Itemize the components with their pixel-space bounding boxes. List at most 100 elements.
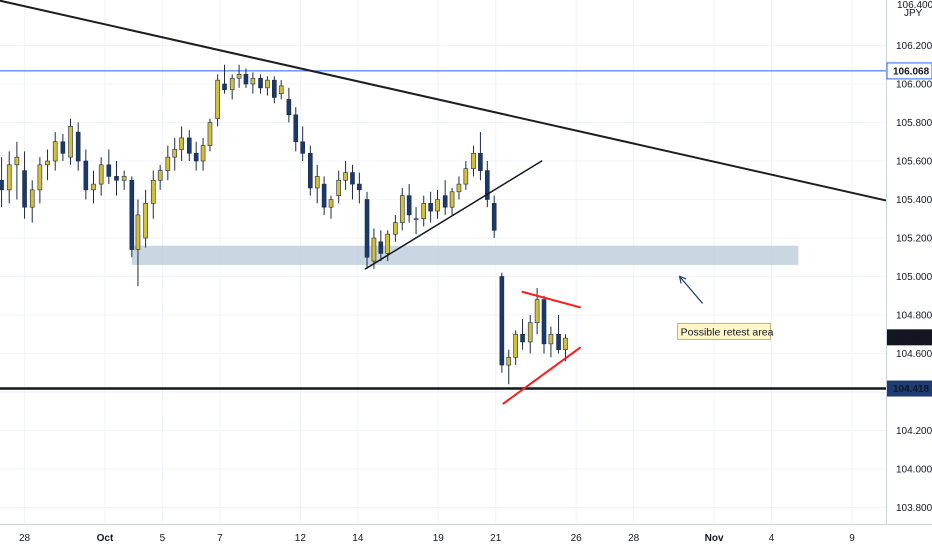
price-badges: 106.068 104.684 104.418 bbox=[886, 62, 932, 397]
time-axis-ticks: 28 Oct 5 7 12 14 19 21 26 28 Nov 4 9 bbox=[19, 533, 855, 544]
candle-down bbox=[286, 87, 292, 123]
horizontal-levels bbox=[0, 70, 886, 390]
candle-down bbox=[520, 318, 525, 350]
candle-body bbox=[52, 141, 58, 162]
trend-lines[interactable] bbox=[0, 0, 892, 405]
candle-down bbox=[541, 295, 547, 354]
price-tick-label: 104.600 bbox=[896, 349, 932, 360]
annotation[interactable]: Possible retest area bbox=[677, 275, 774, 340]
candle-up bbox=[435, 189, 440, 219]
candle-body bbox=[485, 170, 490, 200]
candle-up bbox=[328, 195, 334, 219]
candle-body bbox=[91, 183, 96, 191]
candle-down bbox=[308, 145, 313, 196]
candle-body bbox=[236, 74, 242, 79]
candle-up bbox=[45, 149, 50, 181]
candle-body bbox=[328, 199, 334, 208]
candle-up bbox=[68, 118, 73, 165]
time-axis[interactable]: 28 Oct 5 7 12 14 19 21 26 28 Nov 4 9 bbox=[0, 524, 932, 550]
candle-body bbox=[293, 114, 299, 143]
candle-body bbox=[207, 122, 213, 146]
time-tick-label: Oct bbox=[97, 533, 114, 544]
candle-body bbox=[314, 176, 320, 189]
candle-body bbox=[250, 77, 256, 85]
candle-body bbox=[371, 237, 377, 262]
price-badge bbox=[887, 380, 932, 397]
price-axis-ticks: 103.800104.000104.200104.400104.600104.8… bbox=[896, 41, 932, 514]
candle-down bbox=[364, 191, 370, 267]
candle-body bbox=[449, 191, 455, 208]
candle-up bbox=[336, 170, 341, 204]
candle-down bbox=[243, 68, 249, 88]
price-tick-label: 106.000 bbox=[896, 80, 932, 91]
candle-up bbox=[399, 187, 405, 231]
trend-line[interactable] bbox=[0, 0, 892, 203]
price-axis[interactable]: 103.800104.000104.200104.400104.600104.8… bbox=[886, 0, 932, 524]
candle-up bbox=[463, 161, 469, 190]
candle-body bbox=[150, 179, 156, 204]
candle-down bbox=[60, 134, 66, 161]
candle-body bbox=[75, 131, 81, 162]
price-badge bbox=[886, 62, 932, 80]
candle-down bbox=[293, 107, 299, 152]
candle-up bbox=[121, 170, 127, 190]
candle-body bbox=[200, 145, 206, 162]
trend-line[interactable] bbox=[364, 160, 543, 270]
candle-body bbox=[68, 126, 73, 158]
candle-body bbox=[413, 218, 419, 221]
candle-body bbox=[491, 203, 497, 231]
candle-up bbox=[91, 170, 96, 204]
price-tick-label: 105.200 bbox=[896, 234, 932, 245]
annotation-arrow bbox=[679, 276, 704, 304]
price-tick-label: 104.200 bbox=[896, 426, 932, 437]
candle-body bbox=[258, 77, 263, 89]
trend-line[interactable] bbox=[502, 346, 582, 405]
candle-body bbox=[186, 137, 192, 154]
candlestick-series bbox=[0, 64, 568, 385]
time-tick-label: 7 bbox=[217, 533, 223, 544]
candle-up bbox=[265, 76, 270, 96]
candle-down bbox=[428, 191, 433, 223]
candle-body bbox=[157, 170, 163, 181]
candle-body bbox=[229, 77, 235, 91]
price-badge bbox=[887, 329, 932, 346]
candle-down bbox=[222, 64, 227, 94]
candle-up bbox=[98, 157, 104, 196]
candle-up bbox=[179, 126, 184, 161]
trend-line[interactable] bbox=[521, 290, 582, 309]
candle-body bbox=[165, 156, 171, 171]
candle-body bbox=[393, 222, 398, 235]
annotation-box[interactable] bbox=[677, 322, 772, 340]
candle-body bbox=[478, 153, 483, 171]
symbol-label: JPY bbox=[904, 8, 923, 19]
candle-up bbox=[14, 141, 20, 200]
retest-zone-rect bbox=[131, 245, 799, 265]
candle-body bbox=[364, 199, 370, 258]
candle-up bbox=[449, 187, 455, 215]
candle-up bbox=[413, 207, 419, 235]
candle-body bbox=[29, 189, 35, 208]
retest-zone bbox=[131, 245, 799, 265]
candle-body bbox=[22, 170, 27, 208]
candle-down bbox=[114, 161, 119, 196]
candle-body bbox=[37, 164, 43, 191]
candle-up bbox=[172, 137, 178, 171]
candle-body bbox=[215, 79, 220, 119]
candle-body bbox=[222, 83, 227, 91]
candle-down bbox=[186, 130, 192, 161]
candle-down bbox=[350, 164, 355, 200]
candle-body bbox=[471, 153, 476, 170]
candle-body bbox=[548, 333, 554, 345]
candle-body bbox=[343, 172, 348, 181]
time-tick-label: 28 bbox=[19, 533, 31, 544]
candle-body bbox=[442, 195, 448, 208]
price-badge-label: 104.684 bbox=[893, 333, 930, 344]
candle-body bbox=[406, 195, 412, 216]
time-tick-label: 21 bbox=[490, 533, 502, 544]
candle-body bbox=[83, 160, 89, 191]
candle-up bbox=[207, 118, 213, 152]
candle-body bbox=[556, 333, 561, 350]
price-tick-label: 105.000 bbox=[896, 272, 932, 283]
candle-up bbox=[421, 195, 427, 227]
